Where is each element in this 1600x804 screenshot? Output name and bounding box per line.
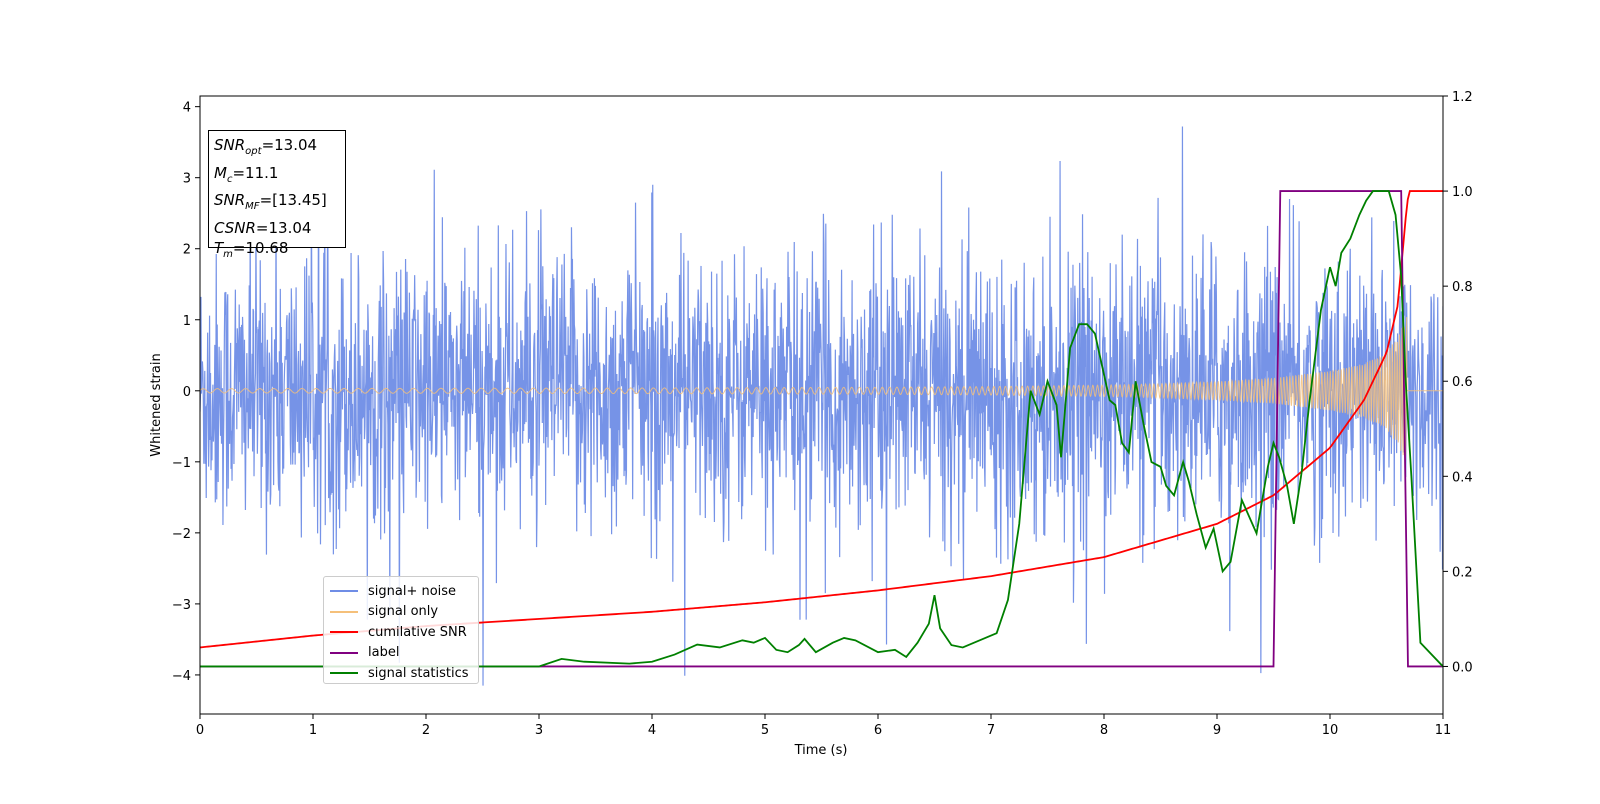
snr-mf-line: SNRMF=[13.45]	[214, 191, 327, 212]
legend-swatch	[330, 631, 358, 634]
y-left-tick-label: −3	[172, 598, 191, 613]
snr-opt-line: SNRopt=13.04	[214, 136, 318, 157]
y-left-tick-label: 0	[183, 385, 191, 400]
legend-item-signal-statistics: signal statistics	[330, 663, 472, 684]
x-tick-label: 8	[1100, 723, 1108, 738]
x-tick-label: 1	[309, 723, 317, 738]
legend-item-cumulative-snr: cumilative SNR	[330, 622, 472, 643]
series-signal-statistics-line	[200, 190, 1443, 668]
mc-line: Mc=11.1	[214, 163, 279, 185]
y-right-tick-label: 0.6	[1452, 375, 1473, 390]
tm-line: Tm=10.68	[214, 239, 289, 260]
x-tick-label: 4	[648, 723, 656, 738]
y-axis-label: Whitened strain	[149, 353, 164, 456]
x-tick-label: 9	[1213, 723, 1221, 738]
series-signal-noise-line	[200, 126, 1443, 686]
x-tick-label: 10	[1322, 723, 1339, 738]
stats-annotation-box: SNRopt=13.04 Mc=11.1 SNRMF=[13.45] CSNR=…	[208, 130, 346, 260]
x-tick-label: 0	[196, 723, 204, 738]
y-left-tick-label: 1	[183, 314, 191, 329]
legend-label: signal statistics	[368, 665, 469, 681]
y-left-tick-label: −2	[172, 527, 191, 542]
legend-label: label	[368, 645, 400, 661]
y-left-tick-label: 4	[183, 101, 191, 116]
y-right-tick-label: 0.2	[1452, 565, 1473, 580]
legend-label: signal only	[368, 604, 439, 620]
legend-swatch	[330, 651, 358, 654]
series-signal-only-line	[200, 317, 1443, 460]
y-right-tick-label: 1.0	[1452, 185, 1473, 200]
csnr-line: CSNR=13.04	[214, 218, 312, 237]
legend-item-signal-only: signal only	[330, 602, 472, 623]
x-axis-label: Time (s)	[794, 743, 848, 758]
x-tick-label: 7	[987, 723, 995, 738]
x-tick-label: 6	[874, 723, 882, 738]
legend-item-signal-noise: signal+ noise	[330, 581, 472, 602]
legend-swatch	[330, 610, 358, 613]
plot-frame	[199, 95, 1444, 715]
y-left-tick-label: −4	[172, 669, 191, 684]
y-right-tick-label: 0.4	[1452, 470, 1473, 485]
legend-label: signal+ noise	[368, 583, 457, 599]
x-tick-label: 2	[422, 723, 430, 738]
chart-legend: signal+ noise signal only cumilative SNR…	[323, 576, 479, 684]
y-left-tick-label: 2	[183, 243, 191, 258]
legend-label: cumilative SNR	[368, 624, 467, 640]
legend-item-label: label	[330, 643, 472, 664]
y-right-tick-label: 1.2	[1452, 90, 1473, 105]
y-right-tick-label: 0.8	[1452, 280, 1473, 295]
y-left-tick-label: 3	[183, 172, 191, 187]
legend-swatch	[330, 590, 358, 593]
series-label-line	[200, 190, 1443, 668]
legend-swatch	[330, 672, 358, 675]
x-tick-label: 3	[535, 723, 543, 738]
x-tick-label: 5	[761, 723, 769, 738]
y-right-tick-label: 0.0	[1452, 660, 1473, 675]
y-left-tick-label: −1	[172, 456, 191, 471]
x-tick-label: 11	[1435, 723, 1452, 738]
